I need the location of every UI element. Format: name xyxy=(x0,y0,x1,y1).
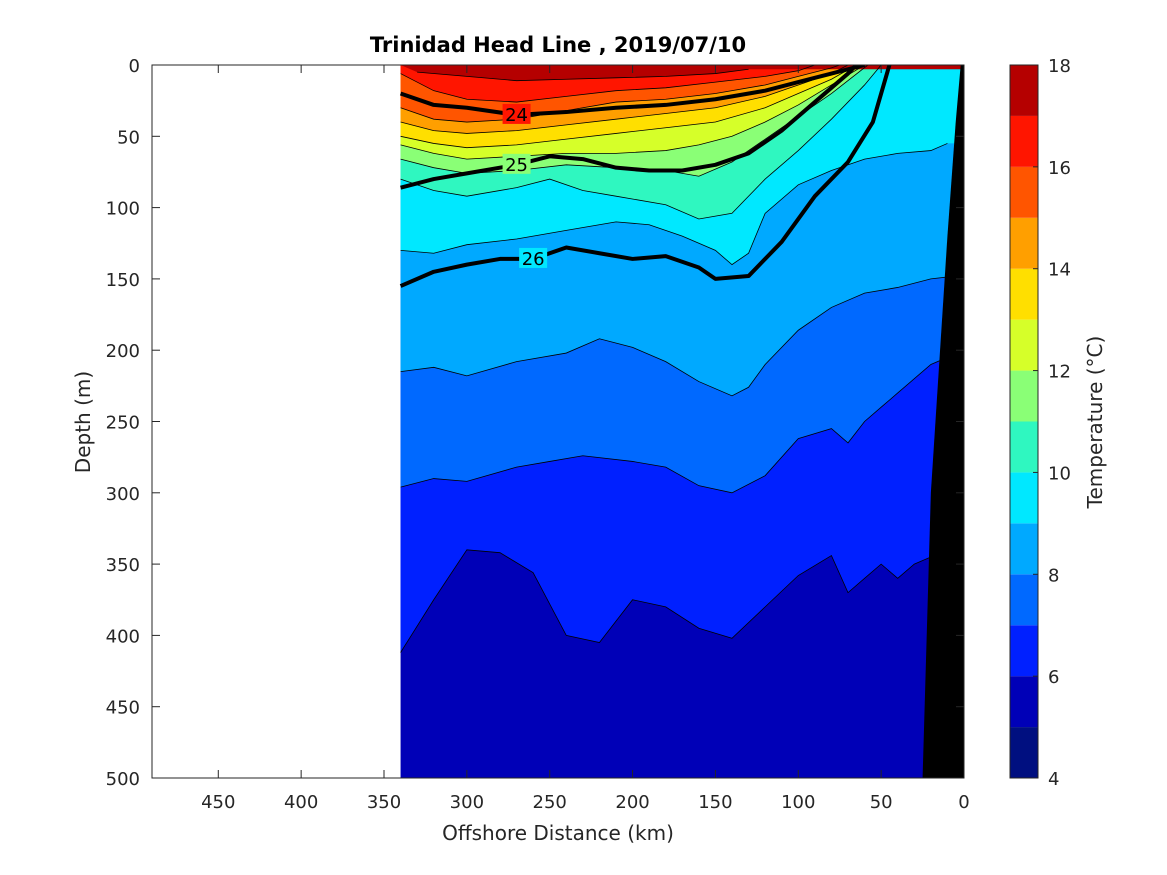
y-axis-label: Depth (m) xyxy=(71,371,95,473)
thin-contour-line xyxy=(400,356,948,494)
x-tick-label: 100 xyxy=(781,792,815,813)
y-tick-label: 100 xyxy=(106,199,140,220)
density-label-25: 25 xyxy=(505,155,528,176)
y-tick-label: 400 xyxy=(106,626,140,647)
thin-contour-line xyxy=(400,65,840,123)
x-tick-label: 300 xyxy=(450,792,484,813)
colorbar-swatch xyxy=(1010,523,1038,575)
colorbar-tick-label: 6 xyxy=(1048,667,1059,688)
y-tick-label: 300 xyxy=(106,484,140,505)
y-tick-label: 450 xyxy=(106,698,140,719)
thin-contour-line xyxy=(400,65,849,134)
density-contour-25 xyxy=(400,65,858,190)
x-tick-label: 200 xyxy=(615,792,649,813)
thin-contour-line xyxy=(400,65,857,149)
colorbar-swatch xyxy=(1010,472,1038,524)
seafloor-bathymetry xyxy=(922,65,964,778)
temperature-fill-layer xyxy=(400,65,964,778)
colorbar-swatch xyxy=(1010,217,1038,269)
colorbar-swatch xyxy=(1010,65,1038,116)
colorbar-tick-label: 12 xyxy=(1048,362,1071,383)
thin-contour-line xyxy=(400,65,882,220)
density-label-26: 26 xyxy=(522,249,545,270)
x-tick-label: 0 xyxy=(958,792,969,813)
plot-area: 24 25 26 xyxy=(152,65,964,778)
colorbar-swatch xyxy=(1010,370,1038,422)
y-tick-label: 500 xyxy=(106,769,140,790)
colorbar-swatch xyxy=(1010,625,1038,677)
colorbar-tick-label: 14 xyxy=(1048,260,1071,281)
x-tick-label: 150 xyxy=(698,792,732,813)
colorbar-swatch xyxy=(1010,676,1038,728)
density-label-24: 24 xyxy=(505,105,528,126)
x-tick-label: 400 xyxy=(284,792,318,813)
density-label-bg xyxy=(502,153,531,174)
colorbar-swatch xyxy=(1010,166,1038,218)
colorbar-swatch xyxy=(1010,421,1038,473)
no-data-region xyxy=(152,65,401,778)
thin-contour-line xyxy=(417,68,749,82)
colorbar-tick-label: 18 xyxy=(1048,56,1071,77)
colorbar-swatch xyxy=(1010,574,1038,626)
x-axis-ticks: 450 400 350 300 250 200 150 100 50 0 xyxy=(201,65,970,813)
colorbar: 4 6 8 10 12 14 16 18 xyxy=(1009,56,1071,790)
colorbar-tick-label: 10 xyxy=(1048,463,1071,484)
colorbar-swatch xyxy=(1010,727,1038,778)
thin-contour-line xyxy=(400,275,956,397)
chart-title: Trinidad Head Line , 2019/07/10 xyxy=(370,33,746,57)
colorbar-swatch xyxy=(1010,319,1038,371)
colorbar-tick-label: 16 xyxy=(1048,158,1071,179)
colorbar-label: Temperature (°C) xyxy=(1083,336,1107,510)
x-tick-label: 350 xyxy=(367,792,401,813)
y-axis-ticks: 0 50 100 150 200 250 300 350 400 450 500 xyxy=(106,56,964,790)
colorbar-swatch xyxy=(1010,268,1038,320)
density-contour-layer: 24 25 26 xyxy=(399,65,892,288)
colorbar-tick-label: 8 xyxy=(1048,565,1059,586)
colorbar-tick-label: 4 xyxy=(1048,769,1059,790)
x-tick-label: 50 xyxy=(870,792,893,813)
colorbar-frame xyxy=(1009,64,1039,779)
density-label-bg xyxy=(519,247,548,268)
density-contour-24 xyxy=(399,65,866,117)
y-tick-label: 250 xyxy=(106,413,140,434)
thin-contour-line xyxy=(400,143,948,266)
y-tick-label: 50 xyxy=(117,127,140,148)
y-tick-label: 150 xyxy=(106,270,140,291)
x-tick-label: 450 xyxy=(201,792,235,813)
colorbar-swatch xyxy=(1010,115,1038,167)
x-axis-label: Offshore Distance (km) xyxy=(442,821,674,845)
thin-contour-line xyxy=(400,549,932,653)
x-tick-label: 250 xyxy=(533,792,567,813)
y-tick-label: 350 xyxy=(106,555,140,576)
y-tick-label: 200 xyxy=(106,341,140,362)
thin-contour-line xyxy=(400,65,815,103)
y-tick-label: 0 xyxy=(129,56,140,77)
thin-contour-line xyxy=(400,65,865,160)
density-label-bg xyxy=(502,103,531,124)
density-contour-26 xyxy=(399,65,892,288)
temperature-band-17 xyxy=(400,65,964,81)
